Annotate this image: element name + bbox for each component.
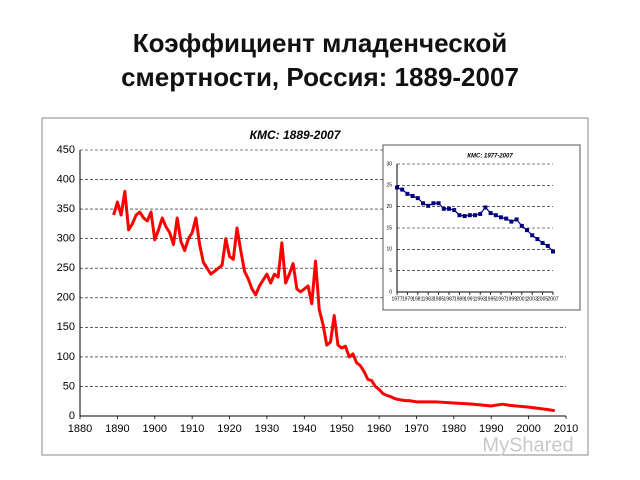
x-tick-label: 2001	[516, 296, 527, 302]
data-marker	[405, 191, 410, 196]
y-tick-label: 0	[389, 289, 392, 295]
x-tick-label: 2005	[537, 296, 548, 302]
data-marker	[478, 211, 483, 216]
y-tick-label: 0	[69, 410, 75, 422]
x-tick-label: 1989	[454, 296, 465, 302]
x-tick-label: 1993	[475, 296, 486, 302]
x-tick-label: 1999	[506, 296, 517, 302]
data-marker	[535, 237, 540, 242]
y-tick-label: 400	[57, 173, 75, 185]
data-marker	[467, 213, 472, 218]
data-marker	[395, 185, 399, 190]
x-tick-label: 1991	[464, 296, 475, 302]
data-marker	[514, 217, 519, 222]
data-marker	[436, 201, 441, 206]
data-marker	[493, 213, 498, 218]
data-marker	[488, 211, 493, 216]
data-marker	[441, 206, 446, 211]
x-tick-label: 1990	[479, 423, 503, 435]
x-tick-label: 1977	[391, 296, 402, 302]
data-marker	[504, 216, 509, 221]
data-marker	[551, 249, 555, 254]
chart-title: КМС: 1977-2007	[467, 154, 513, 160]
x-tick-label: 2003	[527, 296, 538, 302]
data-marker	[462, 214, 467, 219]
chart-title: КМС: 1889-2007	[250, 128, 342, 142]
x-tick-label: 1981	[412, 296, 423, 302]
x-tick-label: 1995	[485, 296, 496, 302]
data-marker	[545, 243, 550, 248]
x-tick-label: 1890	[105, 423, 129, 435]
data-marker	[509, 219, 514, 224]
y-tick-label: 5	[389, 268, 392, 274]
y-tick-label: 250	[57, 262, 75, 274]
data-marker	[530, 233, 535, 238]
x-tick-label: 1997	[495, 296, 506, 302]
data-marker	[421, 201, 425, 206]
x-tick-label: 2000	[516, 423, 540, 435]
y-tick-label: 10	[386, 247, 392, 253]
data-marker	[431, 201, 436, 206]
data-marker	[415, 196, 420, 201]
data-marker	[457, 213, 462, 218]
data-marker	[525, 228, 529, 233]
y-tick-label: 20	[386, 204, 392, 210]
y-tick-label: 350	[57, 203, 75, 215]
data-marker	[540, 240, 545, 245]
x-tick-label: 1880	[68, 423, 92, 435]
x-tick-label: 1983	[423, 296, 434, 302]
data-marker	[400, 187, 405, 192]
data-marker	[483, 205, 488, 210]
x-tick-label: 2007	[547, 296, 558, 302]
x-tick-label: 1910	[180, 423, 204, 435]
x-tick-label: 1950	[329, 423, 353, 435]
x-tick-label: 1960	[367, 423, 391, 435]
x-tick-label: 2010	[554, 423, 578, 435]
y-tick-label: 200	[57, 292, 75, 304]
data-marker	[473, 213, 477, 218]
x-tick-label: 1940	[292, 423, 316, 435]
data-marker	[410, 194, 415, 198]
inset-frame	[382, 144, 581, 311]
y-tick-label: 15	[386, 225, 392, 231]
y-tick-label: 300	[57, 233, 75, 245]
data-marker	[452, 208, 457, 213]
y-tick-label: 50	[63, 380, 75, 392]
data-marker	[519, 223, 524, 228]
y-tick-label: 150	[57, 321, 75, 333]
x-tick-label: 1900	[143, 423, 167, 435]
data-marker	[499, 215, 503, 220]
x-tick-label: 1970	[404, 423, 428, 435]
data-marker	[426, 203, 431, 208]
slide-title: Коэффициент младенческой смертности, Рос…	[121, 28, 519, 92]
y-tick-label: 30	[386, 161, 392, 167]
x-tick-label: 1987	[443, 296, 454, 302]
data-line	[112, 189, 556, 413]
y-tick-label: 25	[386, 183, 392, 189]
x-tick-label: 1985	[433, 296, 444, 302]
x-tick-label: 1980	[442, 423, 466, 435]
x-tick-label: 1920	[217, 423, 241, 435]
x-tick-label: 1930	[255, 423, 279, 435]
data-marker	[447, 206, 451, 211]
x-tick-label: 1979	[402, 296, 413, 302]
y-tick-label: 100	[57, 351, 75, 363]
watermark: MyShared	[482, 434, 573, 456]
y-tick-label: 450	[57, 144, 75, 156]
